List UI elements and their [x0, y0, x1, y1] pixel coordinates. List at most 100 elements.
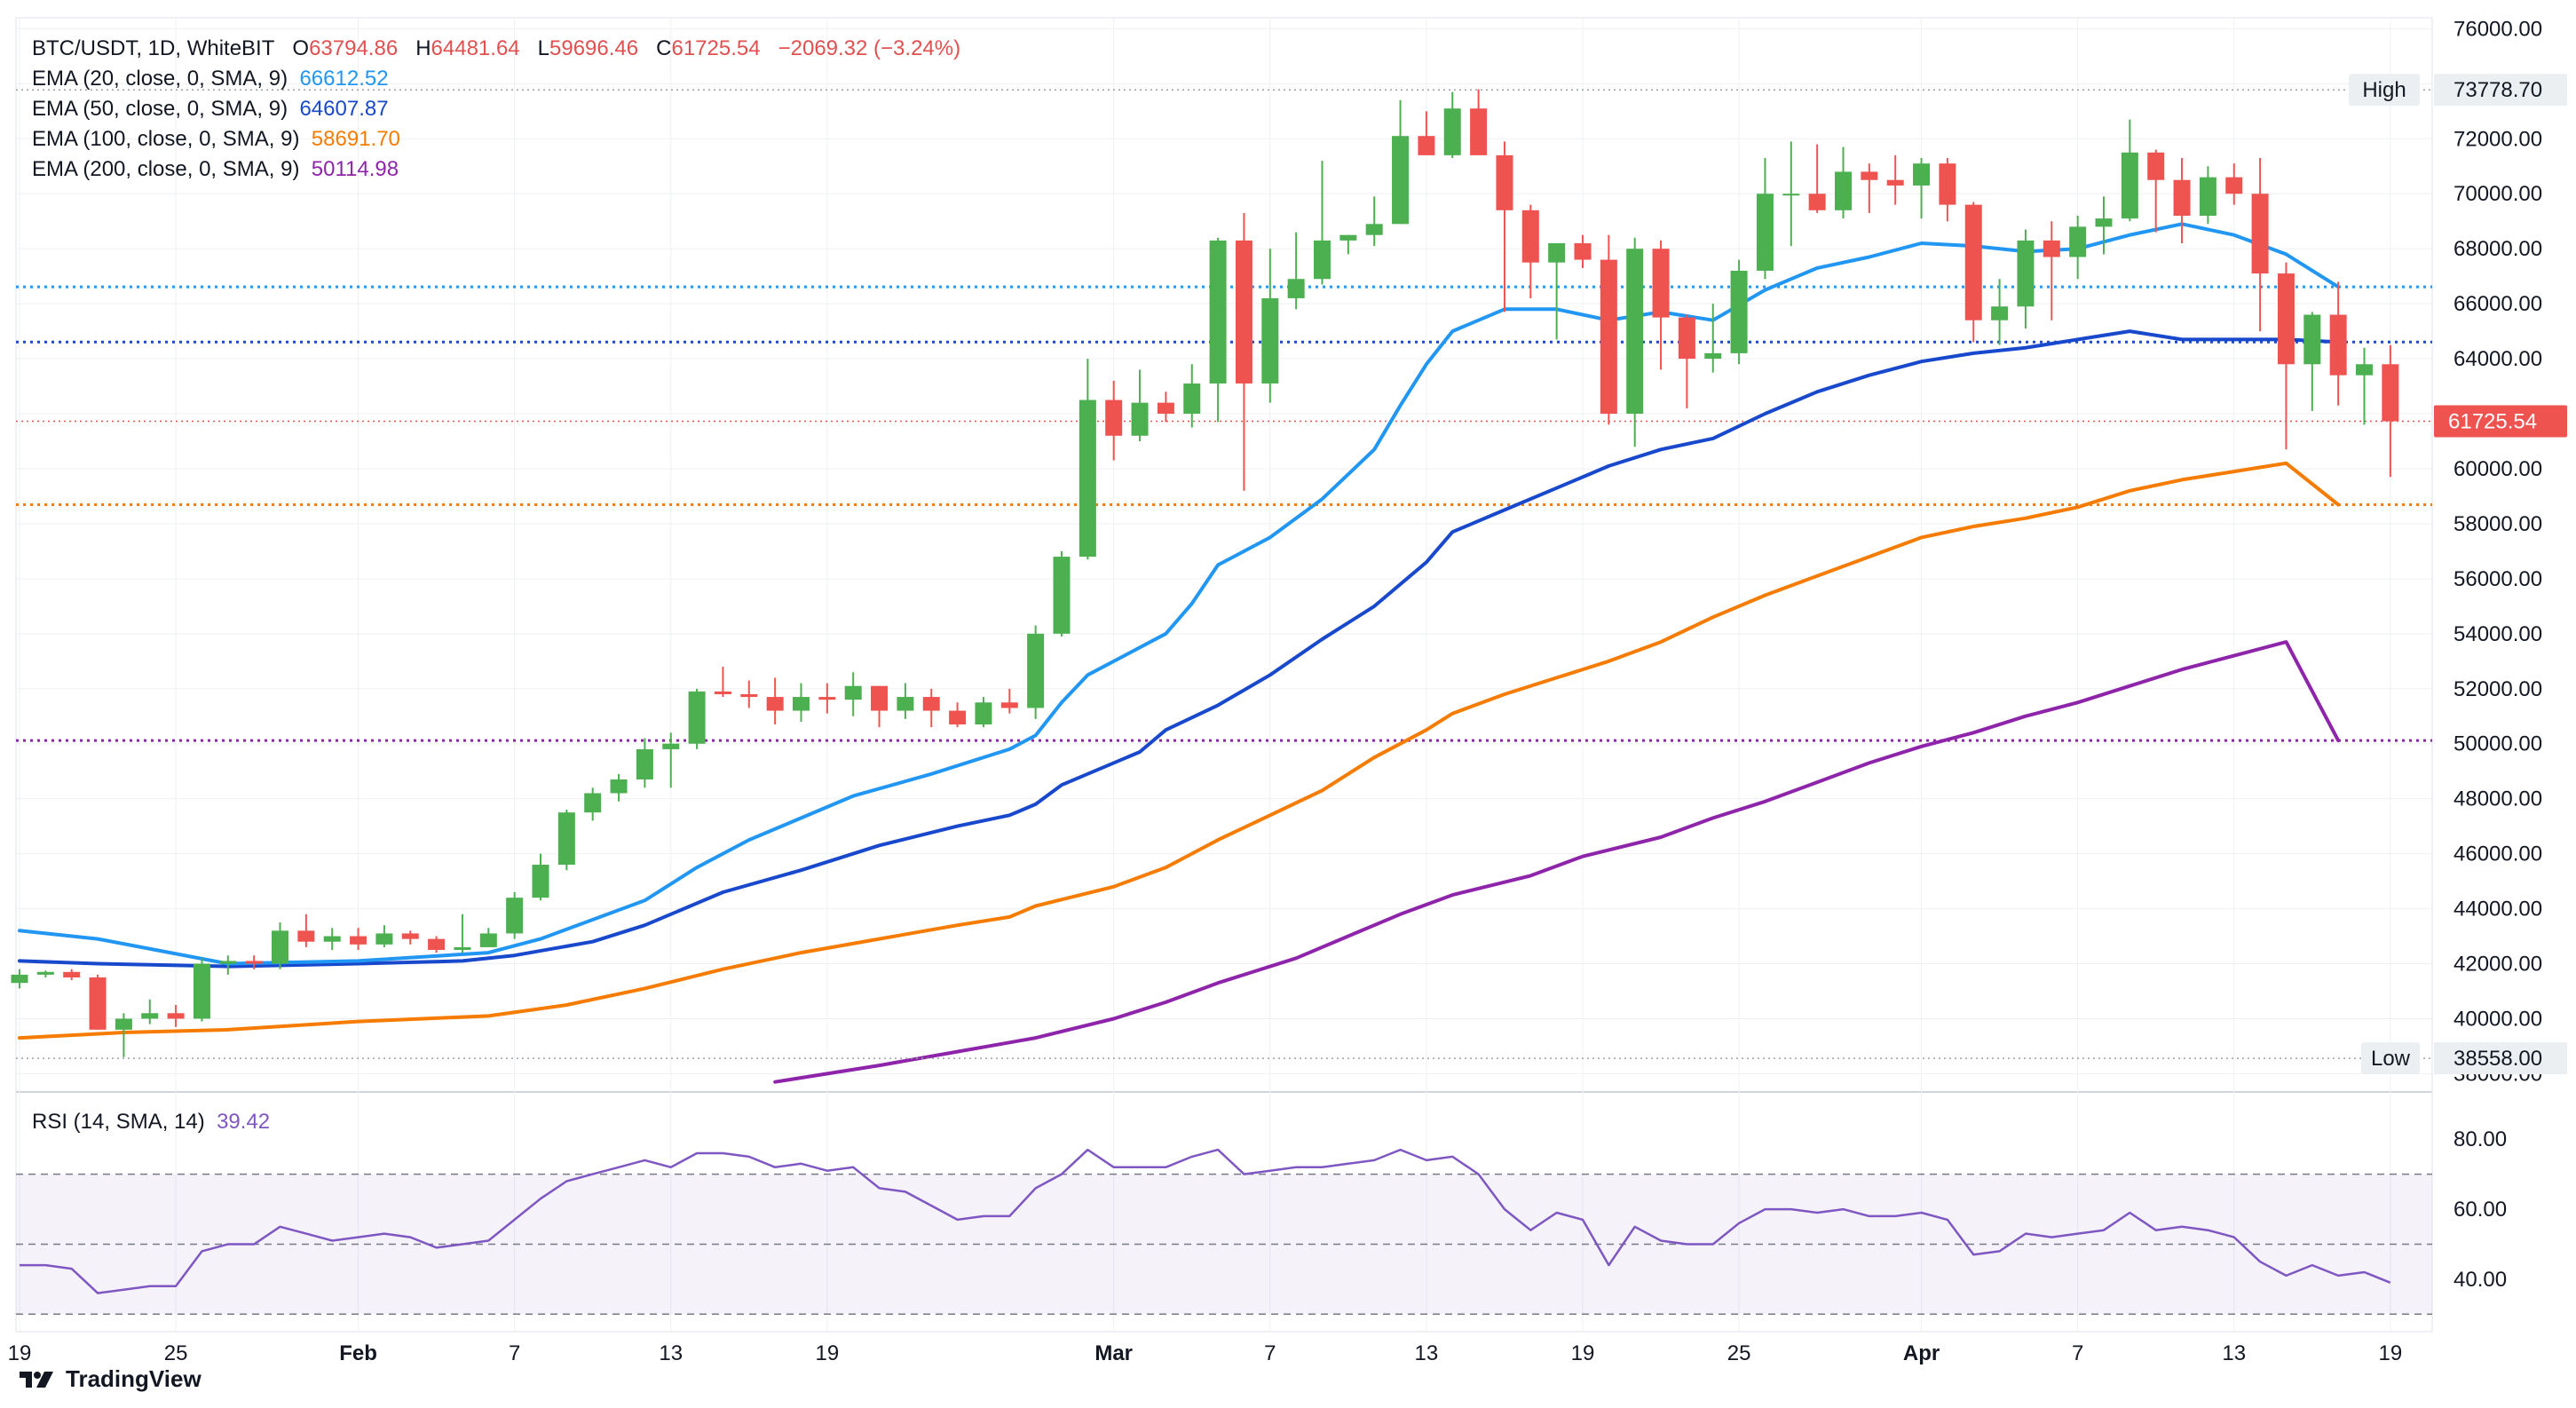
candle-body[interactable]	[2251, 194, 2269, 274]
candle-body[interactable]	[375, 933, 393, 945]
candle-body[interactable]	[2121, 152, 2138, 219]
candle-body[interactable]	[193, 963, 210, 1019]
candle-body[interactable]	[1261, 297, 1279, 384]
time-axis[interactable]: 19 25 Feb 7 13 19 Mar 7 13 19 25 Apr 7 13 19	[8, 1341, 2403, 1365]
candle-body[interactable]	[1808, 194, 1826, 210]
candle-body[interactable]	[1157, 402, 1174, 415]
candle-body[interactable]	[2043, 240, 2060, 257]
candle-body[interactable]	[688, 691, 706, 744]
candle-body[interactable]	[1861, 171, 1878, 180]
candle-body[interactable]	[1991, 306, 2009, 320]
candle-body[interactable]	[479, 933, 497, 947]
candle-body[interactable]	[636, 748, 653, 779]
candle-body[interactable]	[2382, 364, 2399, 422]
candle-body[interactable]	[844, 685, 862, 700]
price-axis[interactable]: 76000.0074000.0072000.0070000.0068000.00…	[2454, 17, 2542, 1291]
candle-body[interactable]	[2147, 152, 2165, 180]
candle-body[interactable]	[2095, 218, 2113, 227]
candle-body[interactable]	[323, 936, 341, 942]
candles[interactable]	[11, 89, 2399, 1057]
candle-body[interactable]	[428, 938, 446, 951]
candle-body[interactable]	[1756, 194, 1774, 271]
candle-body[interactable]	[272, 930, 288, 964]
candle-body[interactable]	[1730, 270, 1748, 353]
ema-200-row[interactable]: EMA (200, close, 0, SMA, 9) 50114.98	[32, 154, 960, 185]
candle-body[interactable]	[1548, 242, 1566, 263]
candle-body[interactable]	[350, 936, 367, 945]
candle-body[interactable]	[1131, 402, 1149, 436]
candle-body[interactable]	[871, 685, 889, 711]
tradingview-logo[interactable]: TradingView	[18, 1365, 201, 1393]
candle-body[interactable]	[2225, 177, 2243, 194]
candle-body[interactable]	[1626, 249, 1644, 415]
rsi-pane[interactable]	[16, 1148, 2432, 1316]
candle-body[interactable]	[454, 946, 471, 951]
candle-body[interactable]	[1392, 136, 1410, 225]
candle-body[interactable]	[897, 697, 914, 711]
candle-body[interactable]	[1939, 163, 1956, 205]
candle-body[interactable]	[1496, 154, 1513, 210]
candle-body[interactable]	[1600, 259, 1617, 415]
candle-body[interactable]	[714, 691, 731, 694]
candle-body[interactable]	[1079, 399, 1096, 558]
candle-body[interactable]	[1964, 204, 1982, 320]
candle-body[interactable]	[506, 898, 524, 934]
candle-body[interactable]	[63, 971, 81, 978]
candle-body[interactable]	[297, 930, 315, 942]
ema-100-row[interactable]: EMA (100, close, 0, SMA, 9) 58691.70	[32, 124, 960, 154]
candle-body[interactable]	[740, 693, 758, 698]
candle-body[interactable]	[219, 961, 237, 964]
candle-body[interactable]	[1574, 242, 1592, 260]
candle-body[interactable]	[2199, 177, 2216, 217]
candle-body[interactable]	[1443, 108, 1461, 155]
ema-50-row[interactable]: EMA (50, close, 0, SMA, 9) 64607.87	[32, 94, 960, 124]
candle-body[interactable]	[1365, 224, 1383, 235]
candle-body[interactable]	[1053, 557, 1071, 634]
candle-body[interactable]	[949, 710, 967, 725]
candle-body[interactable]	[2069, 226, 2087, 257]
candle-body[interactable]	[1339, 234, 1357, 241]
candle-body[interactable]	[245, 961, 263, 964]
candle-body[interactable]	[1470, 108, 1488, 155]
candle-body[interactable]	[89, 977, 107, 1030]
candle-body[interactable]	[2017, 240, 2035, 307]
candle-body[interactable]	[141, 1013, 159, 1019]
candle-body[interactable]	[1782, 194, 1800, 196]
candle-body[interactable]	[11, 974, 28, 984]
candle-body[interactable]	[1000, 702, 1018, 708]
candle-body[interactable]	[532, 865, 549, 898]
candle-body[interactable]	[662, 743, 680, 749]
candle-body[interactable]	[975, 702, 992, 725]
candle-body[interactable]	[1913, 163, 1931, 186]
candle-body[interactable]	[1652, 249, 1670, 318]
candle-body[interactable]	[1886, 179, 1904, 186]
candle-body[interactable]	[818, 697, 836, 700]
candle-body[interactable]	[2329, 314, 2347, 376]
candle-body[interactable]	[2173, 179, 2191, 217]
candle-body[interactable]	[1209, 240, 1227, 384]
rsi-legend[interactable]: RSI (14, SMA, 14) 39.42	[32, 1110, 270, 1135]
candle-body[interactable]	[1678, 317, 1695, 360]
candle-body[interactable]	[610, 779, 628, 794]
candle-body[interactable]	[1235, 240, 1252, 384]
candle-body[interactable]	[1287, 279, 1305, 298]
candle-body[interactable]	[584, 793, 602, 813]
candle-body[interactable]	[922, 697, 940, 711]
candle-body[interactable]	[793, 697, 810, 711]
rsi-line[interactable]	[20, 1148, 2391, 1294]
ema-20-row[interactable]: EMA (20, close, 0, SMA, 9) 66612.52	[32, 64, 960, 94]
candle-body[interactable]	[1183, 383, 1201, 415]
candle-body[interactable]	[167, 1013, 185, 1019]
candle-body[interactable]	[1418, 136, 1435, 155]
candle-body[interactable]	[2356, 364, 2373, 376]
candle-body[interactable]	[1521, 210, 1539, 263]
candle-body[interactable]	[1027, 633, 1045, 708]
candle-body[interactable]	[1835, 171, 1852, 210]
candle-body[interactable]	[2303, 314, 2321, 365]
symbol-label[interactable]: BTC/USDT, 1D, WhiteBIT	[32, 36, 275, 60]
candle-body[interactable]	[766, 697, 784, 711]
candle-body[interactable]	[115, 1018, 132, 1030]
candle-body[interactable]	[2277, 273, 2295, 365]
candle-body[interactable]	[1105, 399, 1123, 436]
